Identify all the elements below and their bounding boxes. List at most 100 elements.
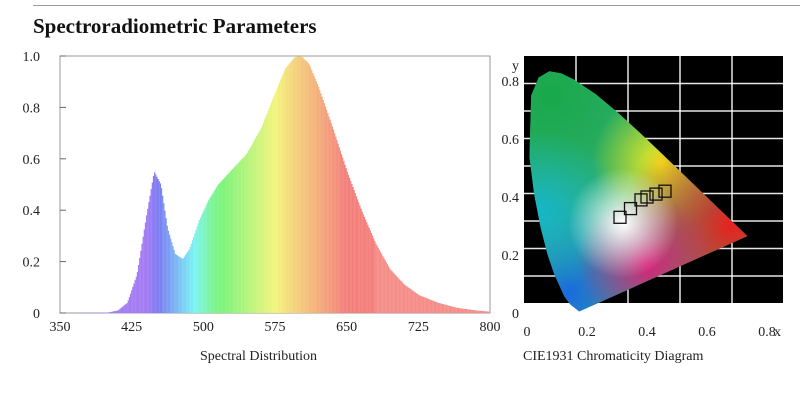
spectrum-bar xyxy=(188,249,190,313)
spectrum-bar xyxy=(375,243,377,313)
spectrum-bar xyxy=(261,125,264,313)
spectrum-bar xyxy=(378,249,381,313)
spectrum-bar xyxy=(327,113,329,313)
spectrum-bar xyxy=(181,258,183,313)
spectrum-bar xyxy=(306,61,308,313)
spectrum-bar xyxy=(134,280,136,313)
spectrum-bar xyxy=(262,122,265,313)
spectrum-bar xyxy=(365,219,367,313)
spectrum-bar xyxy=(383,258,385,313)
spectrum-bar xyxy=(478,310,480,313)
y-tick-label: 1.0 xyxy=(23,50,41,65)
spectrum-bar xyxy=(334,133,336,313)
spectrum-bar xyxy=(460,308,462,313)
spectrum-bar xyxy=(180,257,182,313)
spectrum-bar xyxy=(449,306,452,313)
spectrum-bar xyxy=(170,238,172,313)
spectrum-bar xyxy=(121,306,124,313)
spectrum-bar xyxy=(400,281,402,313)
spectrum-bar xyxy=(384,260,386,313)
spectrum-bar xyxy=(270,102,273,313)
spectrum-bar xyxy=(241,159,243,313)
spectrum-bar xyxy=(150,189,152,313)
spectrum-bar xyxy=(218,183,220,313)
spectrum-bar xyxy=(115,310,117,313)
spectrum-bar xyxy=(183,256,186,313)
spectrum-bar xyxy=(277,85,280,313)
spectrum-bar xyxy=(486,311,488,313)
spectrum-bar xyxy=(312,72,314,313)
spectrum-bar xyxy=(351,183,353,313)
spectrum-bar xyxy=(475,310,477,313)
spectrum-bar xyxy=(377,247,379,313)
y-tick-label: 0.6 xyxy=(502,133,520,148)
spectrum-bar xyxy=(444,304,446,313)
spectrum-bar xyxy=(276,87,278,314)
spectrum-bar xyxy=(440,303,442,313)
spectrum-bar xyxy=(119,308,121,313)
spectrum-bar xyxy=(371,235,374,313)
spectrum-bar xyxy=(166,225,168,313)
spectrum-bar xyxy=(408,288,410,313)
spectrum-bar xyxy=(203,210,205,313)
spectrum-bar xyxy=(109,312,111,313)
spectrum-bar xyxy=(347,174,350,313)
spectrum-bar xyxy=(385,262,387,313)
spectrum-bar xyxy=(399,279,401,313)
y-tick-label: 0.8 xyxy=(502,75,520,90)
spectrum-bar xyxy=(391,271,393,313)
spectrum-bar xyxy=(359,205,361,313)
spectrum-bar xyxy=(223,177,226,313)
spectrum-bar xyxy=(228,172,230,313)
spectrum-bar xyxy=(346,171,348,313)
spectrum-bar xyxy=(462,308,464,313)
spectrum-bar xyxy=(467,309,469,313)
spectrum-bar xyxy=(245,154,248,313)
y-tick-label: 0.8 xyxy=(23,101,41,116)
spectrum-bar xyxy=(455,307,457,313)
spectrum-bar xyxy=(217,185,219,313)
spectrum-bar xyxy=(251,144,253,313)
spectrum-bar xyxy=(212,192,214,313)
spectrum-bar xyxy=(442,304,445,313)
spectrum-bar xyxy=(456,307,458,313)
spectrum-bar xyxy=(344,164,346,313)
spectrum-bar xyxy=(355,196,358,313)
spectrum-bar xyxy=(176,255,179,313)
spectrum-bar xyxy=(147,208,149,313)
spectrum-bar xyxy=(309,67,312,313)
spectrum-bar xyxy=(159,183,162,313)
spectrum-bar xyxy=(117,310,119,313)
spectrum-bar xyxy=(471,309,473,313)
chromaticity-box xyxy=(640,190,654,204)
spectrum-bar xyxy=(214,189,217,313)
spectrum-bar xyxy=(477,310,479,313)
spectrum-bar xyxy=(274,93,276,314)
spectrum-bar xyxy=(340,154,343,313)
spectrum-bar xyxy=(258,132,260,313)
spectrum-bar xyxy=(120,307,123,313)
y-tick-label: 0.4 xyxy=(23,204,41,219)
spectrum-bar xyxy=(459,308,461,313)
spectrum-bar xyxy=(426,298,429,313)
spectrum-bar xyxy=(487,311,489,313)
spectrum-bar xyxy=(418,295,421,313)
spectrum-bar xyxy=(127,300,129,313)
spectrum-bar xyxy=(448,305,450,313)
spectrum-bar xyxy=(479,310,481,313)
spectrum-bar xyxy=(204,207,206,313)
spectrum-bar xyxy=(488,311,491,313)
spectrum-bar xyxy=(447,305,449,313)
spectral-distribution-chart: 0 0.2 0.4 0.6 0.8 1.0 350 425 500 575 650 725 800 xyxy=(23,50,501,335)
spectrum-bar xyxy=(360,208,362,313)
spectrum-bar xyxy=(265,116,267,313)
spectrum-bar xyxy=(219,182,221,313)
spectrum-bar xyxy=(296,56,298,314)
spectrum-bar xyxy=(480,310,483,313)
spectrum-bar xyxy=(144,222,147,313)
spectrum-bar xyxy=(337,143,339,313)
spectrum-bar xyxy=(171,242,173,313)
spectrum-bar xyxy=(305,60,307,313)
spectrum-bar xyxy=(220,181,222,313)
spectrum-bar xyxy=(395,276,398,313)
